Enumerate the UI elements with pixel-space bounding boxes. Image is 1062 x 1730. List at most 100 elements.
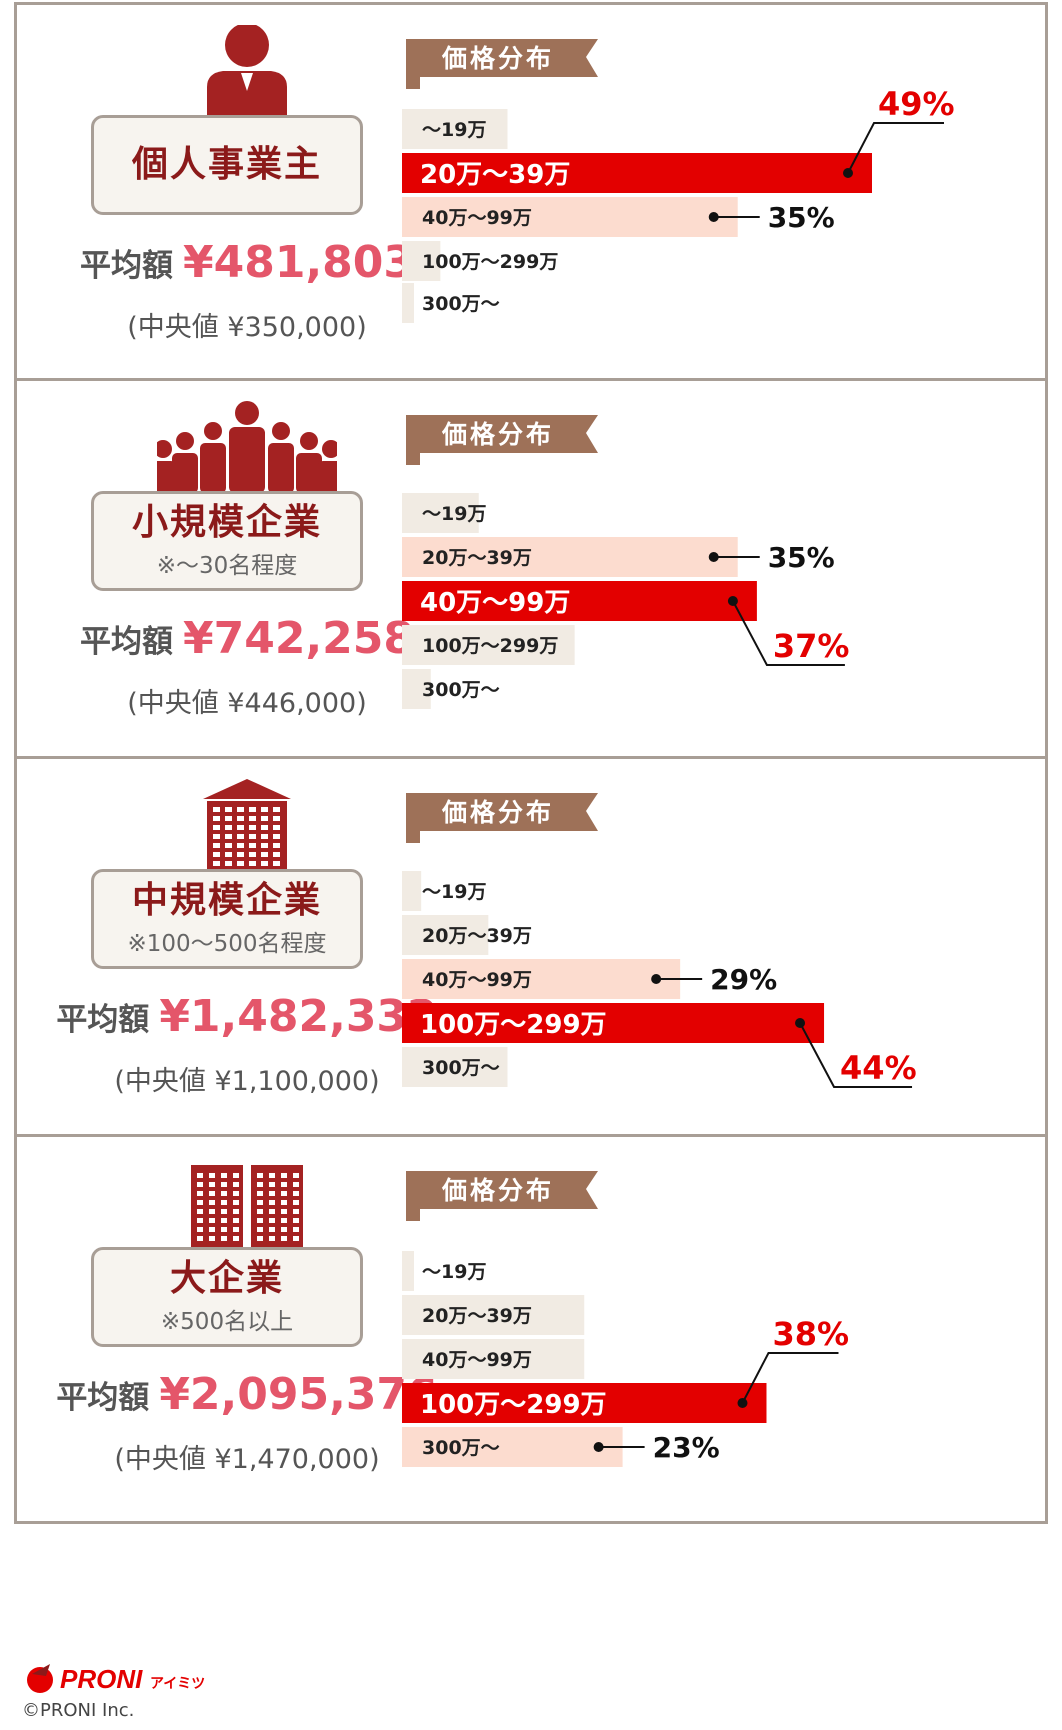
segment-name: 中規模企業 — [131, 880, 322, 922]
bar — [402, 1047, 508, 1087]
bar — [402, 1251, 414, 1291]
bar-label: 20万〜39万 — [422, 1305, 532, 1327]
segment-panel: 大企業 ※500名以上平均額 ¥2,095,376 (中央値 ¥1,470,000) 価… — [14, 1134, 1048, 1524]
segment-note: ※500名以上 — [160, 1308, 294, 1335]
bar-label: 20万〜39万 — [420, 160, 570, 190]
bar — [402, 1339, 585, 1379]
percent-callout: 49% — [843, 85, 955, 178]
bar-label: 100万〜299万 — [422, 251, 558, 273]
bar — [402, 581, 757, 621]
average-value: ¥742,258 — [182, 613, 415, 664]
bar — [402, 959, 681, 999]
average-row: 平均額 ¥2,095,376 — [47, 1369, 447, 1420]
copyright: ©PRONI Inc. — [22, 1700, 135, 1721]
bar — [402, 197, 738, 237]
dist-title: 価格分布 — [441, 420, 554, 449]
segment-icon-wrap — [207, 25, 287, 117]
bar-label: 〜19万 — [422, 881, 486, 903]
bar — [402, 153, 872, 193]
bar — [402, 1383, 767, 1423]
bar-label: 300万〜 — [422, 679, 500, 701]
segment-label-box: 個人事業主 — [91, 115, 363, 215]
segment-icon-wrap — [203, 779, 291, 871]
median-value: (中央値 ¥350,000) — [127, 312, 367, 343]
average-label: 平均額 — [56, 1002, 150, 1038]
median-value: (中央値 ¥446,000) — [127, 688, 367, 719]
bar-label: 100万〜299万 — [420, 1010, 607, 1040]
average-value: ¥1,482,332 — [159, 991, 438, 1042]
bar — [402, 493, 479, 533]
bar-label: 〜19万 — [422, 119, 486, 141]
bar-label: 100万〜299万 — [422, 635, 558, 657]
segment-icon-wrap — [157, 401, 337, 493]
bar — [402, 669, 431, 709]
bar — [402, 871, 422, 911]
percent-label: 35% — [768, 541, 835, 574]
average-row: 平均額 ¥1,482,332 — [47, 991, 447, 1042]
twin-buildings-icon — [191, 1165, 303, 1249]
dist-title-ribbon: 価格分布 — [406, 793, 598, 843]
segment-name: 個人事業主 — [131, 144, 322, 186]
brand-logo-text: PRONI — [60, 1664, 143, 1694]
proni-logo: PRONI アイミツ — [27, 1664, 205, 1694]
percent-label: 35% — [768, 201, 835, 234]
percent-label: 38% — [772, 1315, 849, 1353]
segment-name: 大企業 — [169, 1258, 284, 1300]
median-value: (中央値 ¥1,470,000) — [114, 1444, 380, 1475]
bar-label: 40万〜99万 — [422, 207, 532, 229]
dist-title: 価格分布 — [441, 44, 554, 73]
bar — [402, 283, 414, 323]
price-distribution-chart: 価格分布〜19万 20万〜39万 40万〜99万 100万〜299万 300万〜 29% 4… — [402, 793, 917, 1088]
bar-label: 40万〜99万 — [422, 1349, 532, 1371]
bar — [402, 537, 738, 577]
segment-name: 小規模企業 — [131, 502, 322, 544]
percent-callout: 38% — [737, 1315, 849, 1408]
price-distribution-chart: 価格分布〜19万 20万〜39万 40万〜99万 100万〜299万 300万〜 35% 3… — [402, 415, 850, 709]
bar-label: 20万〜39万 — [422, 547, 532, 569]
average-row: 平均額 ¥742,258 — [47, 613, 447, 664]
bar — [402, 915, 489, 955]
bar-label: 300万〜 — [422, 293, 500, 315]
segment-icon-wrap — [191, 1165, 303, 1249]
dist-title: 価格分布 — [441, 798, 554, 827]
bar — [402, 1295, 585, 1335]
person-icon — [207, 25, 287, 117]
percent-label: 49% — [878, 85, 955, 123]
dist-title: 価格分布 — [441, 1176, 554, 1205]
building-icon — [203, 779, 291, 871]
bar-label: 40万〜99万 — [422, 969, 532, 991]
bar-label: 〜19万 — [422, 1261, 486, 1283]
percent-label: 23% — [653, 1431, 720, 1464]
median-value: (中央値 ¥1,100,000) — [114, 1066, 380, 1097]
bar — [402, 1003, 825, 1043]
average-label: 平均額 — [79, 248, 173, 284]
average-label: 平均額 — [79, 624, 173, 660]
segment-panel: 個人事業主平均額 ¥481,803 (中央値 ¥350,000) 価格分布〜19万 20… — [14, 2, 1048, 392]
segment-label-box: 小規模企業 ※〜30名程度 — [91, 491, 363, 591]
percent-callout: 44% — [795, 1018, 917, 1088]
percent-callout: 37% — [727, 596, 850, 666]
segment-note: ※100〜500名程度 — [127, 930, 327, 957]
segment-note: ※〜30名程度 — [156, 552, 298, 579]
dist-title-ribbon: 価格分布 — [406, 1171, 598, 1221]
bar — [402, 109, 508, 149]
bar-label: 100万〜299万 — [420, 1390, 607, 1420]
percent-label: 37% — [773, 627, 850, 665]
dist-title-ribbon: 価格分布 — [406, 415, 598, 465]
average-value: ¥481,803 — [182, 237, 415, 288]
price-distribution-chart: 価格分布〜19万 20万〜39万 40万〜99万 100万〜299万 300万〜 38% 2… — [402, 1171, 849, 1467]
percent-callout: 35% — [708, 201, 835, 234]
segment-panel: 小規模企業 ※〜30名程度平均額 ¥742,258 (中央値 ¥446,000) 価格分… — [14, 378, 1048, 768]
bar-label: 20万〜39万 — [422, 925, 532, 947]
brand-kana: アイミツ — [150, 1676, 205, 1692]
segment-panel: 中規模企業 ※100〜500名程度平均額 ¥1,482,332 (中央値 ¥1,100… — [14, 756, 1048, 1146]
dist-title-ribbon: 価格分布 — [406, 39, 598, 89]
average-label: 平均額 — [56, 1380, 150, 1416]
bar-label: 40万〜99万 — [420, 588, 570, 618]
bar-label: 300万〜 — [422, 1057, 500, 1079]
bar-label: 〜19万 — [422, 503, 486, 525]
percent-callout: 29% — [651, 963, 777, 996]
bar-label: 300万〜 — [422, 1437, 500, 1459]
average-row: 平均額 ¥481,803 — [47, 237, 447, 288]
bar — [402, 625, 575, 665]
